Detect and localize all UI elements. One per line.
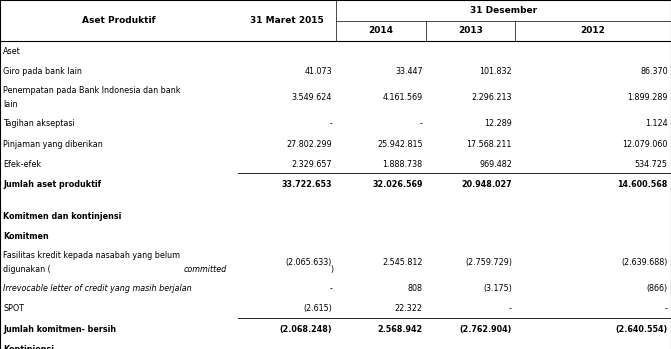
Text: Fasilitas kredit kepada nasabah yang belum: Fasilitas kredit kepada nasabah yang bel… [3,251,180,260]
Text: 86.370: 86.370 [640,67,668,76]
Text: Jumlah aset produktif: Jumlah aset produktif [3,180,101,189]
Text: Irrevocable letter of credit yang masih berjalan: Irrevocable letter of credit yang masih … [3,284,192,293]
Text: Giro pada bank lain: Giro pada bank lain [3,67,83,76]
Text: -: - [420,119,423,128]
Text: committed: committed [183,265,226,274]
Text: 4.161.569: 4.161.569 [382,93,423,102]
Text: 17.568.211: 17.568.211 [466,140,512,149]
Text: (2.759.729): (2.759.729) [465,258,512,267]
Text: 41.073: 41.073 [305,67,332,76]
Text: 101.832: 101.832 [479,67,512,76]
Text: (3.175): (3.175) [483,284,512,293]
Text: Komitmen: Komitmen [3,232,49,241]
Text: Komitmen dan kontinjensi: Komitmen dan kontinjensi [3,211,121,221]
Text: 22.322: 22.322 [395,304,423,313]
Text: -: - [665,304,668,313]
Text: digunakan (: digunakan ( [3,265,51,274]
Text: 1.899.289: 1.899.289 [627,93,668,102]
Text: 808: 808 [408,284,423,293]
Text: ): ) [330,265,333,274]
Text: 20.948.027: 20.948.027 [462,180,512,189]
Text: (2.068.248): (2.068.248) [280,325,332,334]
Text: 534.725: 534.725 [635,160,668,169]
Text: Aset: Aset [3,47,21,56]
Text: -: - [509,304,512,313]
Text: (2.615): (2.615) [303,304,332,313]
Text: 2012: 2012 [580,27,606,35]
Text: (2.639.688): (2.639.688) [621,258,668,267]
Text: 3.549.624: 3.549.624 [292,93,332,102]
Text: Kontinjensi: Kontinjensi [3,345,54,349]
Text: 32.026.569: 32.026.569 [372,180,423,189]
Text: 33.722.653: 33.722.653 [282,180,332,189]
Text: 2013: 2013 [458,27,483,35]
Text: Penempatan pada Bank Indonesia dan bank: Penempatan pada Bank Indonesia dan bank [3,86,181,95]
Text: 1.124: 1.124 [645,119,668,128]
Text: 2.568.942: 2.568.942 [378,325,423,334]
Text: 31 Maret 2015: 31 Maret 2015 [250,16,323,25]
Text: 2.329.657: 2.329.657 [291,160,332,169]
Text: Tagihan akseptasi: Tagihan akseptasi [3,119,75,128]
Text: (866): (866) [647,284,668,293]
Text: (2.065.633): (2.065.633) [286,258,332,267]
Text: 969.482: 969.482 [479,160,512,169]
Text: 14.600.568: 14.600.568 [617,180,668,189]
Text: Efek-efek: Efek-efek [3,160,42,169]
Text: lain: lain [3,100,18,109]
Text: 1.888.738: 1.888.738 [382,160,423,169]
Text: SPOT: SPOT [3,304,24,313]
Text: -: - [329,119,332,128]
Text: 27.802.299: 27.802.299 [287,140,332,149]
Text: Aset Produktif: Aset Produktif [83,16,156,25]
Text: Pinjaman yang diberikan: Pinjaman yang diberikan [3,140,103,149]
Text: 2.296.213: 2.296.213 [472,93,512,102]
Text: 2.545.812: 2.545.812 [382,258,423,267]
Text: Jumlah komitmen- bersih: Jumlah komitmen- bersih [3,325,117,334]
Text: (2.762.904): (2.762.904) [460,325,512,334]
Text: (2.640.554): (2.640.554) [615,325,668,334]
Text: -: - [329,284,332,293]
Text: 25.942.815: 25.942.815 [377,140,423,149]
Text: 31 Desember: 31 Desember [470,6,537,15]
Text: 33.447: 33.447 [395,67,423,76]
Text: 2014: 2014 [368,27,393,35]
Text: 12.079.060: 12.079.060 [622,140,668,149]
Text: 12.289: 12.289 [484,119,512,128]
